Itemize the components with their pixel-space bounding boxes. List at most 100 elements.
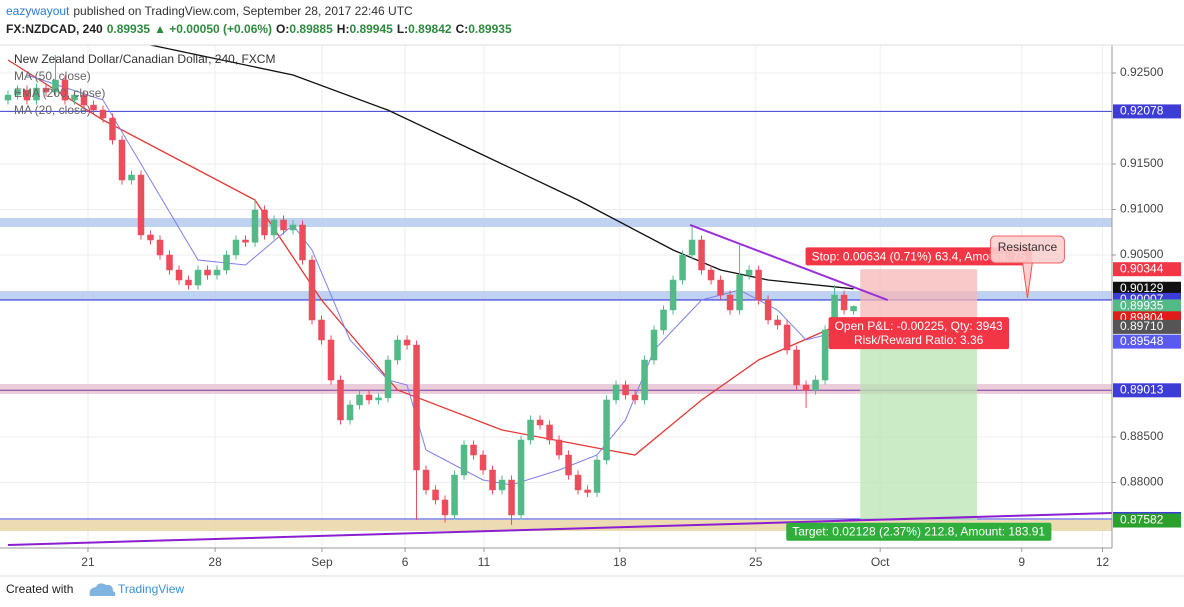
candle-body bbox=[251, 209, 259, 243]
zone bbox=[0, 384, 1112, 394]
candle-body bbox=[536, 419, 544, 426]
zone bbox=[0, 217, 1112, 227]
callout-text: Resistance bbox=[998, 240, 1058, 254]
candle-body bbox=[812, 379, 819, 391]
published: published on TradingView.com, September … bbox=[73, 4, 413, 18]
plot-area bbox=[0, 45, 1112, 548]
candle-body bbox=[688, 239, 696, 256]
x-tick-label: Oct bbox=[871, 555, 890, 569]
logo[interactable] bbox=[89, 583, 116, 596]
last: 0.89935 bbox=[107, 22, 151, 36]
ohlc-value: 0.89935 bbox=[468, 22, 512, 36]
target-label-text: Target: 0.02128 (2.37%) 212.8, Amount: 1… bbox=[792, 525, 1045, 539]
candle-body bbox=[631, 394, 639, 401]
candle-body bbox=[660, 309, 667, 331]
candle-body bbox=[90, 104, 97, 111]
candle-body bbox=[23, 89, 31, 101]
candle-body bbox=[707, 269, 715, 281]
candle-body bbox=[213, 269, 221, 276]
candle-body bbox=[565, 454, 572, 476]
candle-body bbox=[451, 474, 458, 516]
price-tag-label: 0.90344 bbox=[1120, 261, 1164, 275]
indicator-line bbox=[7, 59, 854, 456]
candle-body bbox=[508, 479, 515, 516]
candle-body bbox=[793, 349, 800, 386]
price-tag-label: 0.87582 bbox=[1120, 513, 1164, 527]
candle-body bbox=[413, 344, 420, 471]
candle-body bbox=[517, 439, 525, 516]
x-tick-label: 21 bbox=[81, 555, 95, 569]
y-tick-label: 0.91000 bbox=[1120, 202, 1164, 216]
candle-body bbox=[669, 279, 677, 311]
target-zone bbox=[860, 326, 978, 521]
candle-body bbox=[137, 174, 145, 236]
chart-title: New Zealand Dollar/Canadian Dollar, 240,… bbox=[14, 52, 275, 66]
candle-body bbox=[109, 117, 116, 141]
candle-body bbox=[641, 359, 648, 401]
stop-label-text: Stop: 0.00634 (0.71%) 63.4, Amount: 75 bbox=[812, 249, 1026, 263]
x-tick-label: 18 bbox=[613, 555, 627, 569]
candle-body bbox=[736, 274, 743, 311]
candle-body bbox=[489, 469, 496, 491]
price-tag bbox=[1113, 262, 1181, 277]
candle-body bbox=[61, 79, 69, 101]
stop-label-bg bbox=[805, 247, 1033, 266]
candle-body bbox=[850, 306, 857, 312]
candle-body bbox=[432, 489, 439, 501]
target-label: Target: 0.02128 (2.37%) 212.8, Amount: 1… bbox=[786, 522, 1052, 541]
candle-body bbox=[622, 384, 629, 396]
ohlc-value: 0.89945 bbox=[349, 22, 393, 36]
candle-body bbox=[42, 87, 50, 93]
candle-body bbox=[185, 279, 192, 286]
trendline bbox=[689, 224, 889, 301]
legend-entry: EMA (200, close) bbox=[14, 86, 105, 100]
x-tick-label: 12 bbox=[1096, 555, 1110, 569]
candle-body bbox=[365, 394, 373, 401]
candle-body bbox=[299, 224, 306, 261]
price-tag bbox=[1113, 104, 1181, 119]
candle-body bbox=[717, 279, 724, 296]
y-tick-label: 0.91500 bbox=[1120, 156, 1164, 170]
candle-body bbox=[232, 239, 240, 256]
symbol: FX:NZDCAD, 240 bbox=[6, 22, 103, 36]
candle-body bbox=[527, 419, 534, 441]
x-tick-label: 28 bbox=[208, 555, 222, 569]
candle-body bbox=[52, 79, 59, 93]
candle-body bbox=[726, 294, 734, 311]
footer-brand[interactable]: TradingView bbox=[118, 582, 184, 596]
candle-body bbox=[71, 94, 78, 101]
candle-body bbox=[422, 469, 430, 491]
legend-entry: MA (50, close) bbox=[14, 69, 91, 83]
candle-body bbox=[128, 174, 135, 181]
candle-body bbox=[337, 379, 344, 421]
candle-body bbox=[679, 254, 686, 281]
price-tag-label: 0.89013 bbox=[1120, 382, 1164, 396]
price-tag-label: 0.92078 bbox=[1120, 104, 1164, 118]
candle-body bbox=[33, 87, 40, 101]
x-tick-label: 6 bbox=[402, 555, 409, 569]
stop-label: Stop: 0.00634 (0.71%) 63.4, Amount: 75 bbox=[805, 247, 1033, 266]
trendline bbox=[7, 511, 1112, 546]
candle-body bbox=[470, 444, 477, 456]
candle-body bbox=[223, 254, 230, 271]
candle-body bbox=[574, 474, 582, 491]
candle-body bbox=[460, 444, 468, 476]
y-tick-label: 0.88500 bbox=[1120, 429, 1164, 443]
y-tick-label: 0.88000 bbox=[1120, 475, 1164, 489]
candle-body bbox=[4, 94, 12, 101]
candle-body bbox=[118, 139, 126, 181]
candle-body bbox=[147, 234, 154, 241]
candle-body bbox=[384, 359, 392, 399]
author[interactable]: eazywayout bbox=[6, 4, 70, 18]
price-tag-label: 0.90129 bbox=[1120, 281, 1164, 295]
candle-body bbox=[318, 319, 325, 341]
candle-body bbox=[821, 329, 829, 381]
candle-body bbox=[356, 394, 363, 406]
pnl-label-text: Open P&L: -0.00225, Qty: 3943 bbox=[835, 319, 1003, 333]
candle-body bbox=[166, 254, 173, 271]
price-tag bbox=[1113, 299, 1181, 314]
change: ▲ +0.00050 (+0.06%) bbox=[154, 22, 272, 36]
price-tag bbox=[1113, 334, 1181, 349]
